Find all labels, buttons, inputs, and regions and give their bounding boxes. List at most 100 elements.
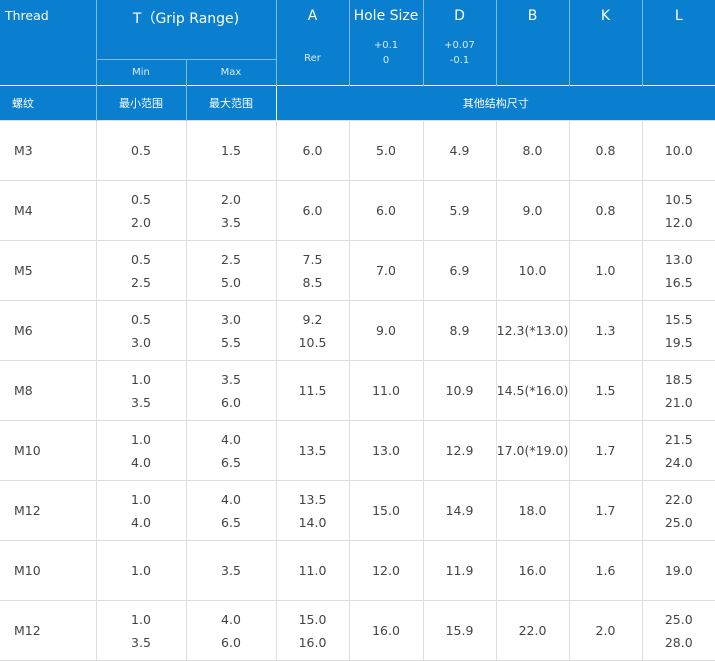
- max-cell-value: 3.0: [187, 308, 276, 331]
- min-cell: 1.0: [96, 541, 186, 601]
- d-cell: 14.9: [423, 481, 496, 541]
- a-cell-value: 6.0: [277, 199, 349, 222]
- max-cell: 3.5: [186, 541, 276, 601]
- header-b: B: [496, 0, 569, 86]
- b-cell: 18.0: [496, 481, 569, 541]
- l-cell-value: 10.0: [643, 139, 715, 162]
- min-cell-value: 4.0: [97, 451, 186, 474]
- thread-cell: M8: [0, 361, 96, 421]
- thread-cell: M6: [0, 301, 96, 361]
- header-grip-range: T（Grip Range): [96, 0, 276, 60]
- header-hole-size: Hole Size +0.1 0: [349, 0, 423, 86]
- l-cell-value: 15.5: [643, 308, 715, 331]
- b-cell: 8.0: [496, 121, 569, 181]
- min-cell-value: 3.5: [97, 631, 186, 654]
- a-cell: 6.0: [276, 181, 349, 241]
- min-cell: 0.5: [96, 121, 186, 181]
- header-other-cn: 其他结构尺寸: [276, 86, 715, 121]
- thread-cell: M12: [0, 601, 96, 661]
- max-cell-value: 4.0: [187, 428, 276, 451]
- a-cell-value: 6.0: [277, 139, 349, 162]
- l-cell-value: 22.0: [643, 488, 715, 511]
- thread-cell: M10: [0, 541, 96, 601]
- l-cell-value: 25.0: [643, 608, 715, 631]
- max-cell-value: 3.5: [187, 211, 276, 234]
- b-cell: 17.0(*19.0): [496, 421, 569, 481]
- max-cell-value: 1.5: [187, 139, 276, 162]
- header-a-label: A: [308, 8, 318, 24]
- a-cell-value: 15.0: [277, 608, 349, 631]
- a-cell-value: 11.5: [277, 379, 349, 402]
- l-cell-value: 19.5: [643, 331, 715, 354]
- l-cell-value: 10.5: [643, 188, 715, 211]
- a-cell-value: 10.5: [277, 331, 349, 354]
- hole-size-cell: 12.0: [349, 541, 423, 601]
- hole-size-cell: 5.0: [349, 121, 423, 181]
- max-cell-value: 5.0: [187, 271, 276, 294]
- k-cell: 1.7: [569, 421, 642, 481]
- hole-size-cell: 7.0: [349, 241, 423, 301]
- d-cell: 10.9: [423, 361, 496, 421]
- d-cell: 6.9: [423, 241, 496, 301]
- k-cell: 0.8: [569, 181, 642, 241]
- d-cell: 15.9: [423, 601, 496, 661]
- header-min-cn: 最小范围: [96, 86, 186, 121]
- header-l: L: [642, 0, 715, 86]
- max-cell-value: 4.0: [187, 488, 276, 511]
- a-cell-value: 11.0: [277, 559, 349, 582]
- min-cell-value: 1.0: [97, 368, 186, 391]
- max-cell-value: 2.0: [187, 188, 276, 211]
- max-cell: 1.5: [186, 121, 276, 181]
- k-cell: 1.0: [569, 241, 642, 301]
- max-cell-value: 6.0: [187, 631, 276, 654]
- max-cell-value: 6.5: [187, 451, 276, 474]
- min-cell-value: 2.5: [97, 271, 186, 294]
- l-cell-value: 19.0: [643, 559, 715, 582]
- min-cell-value: 4.0: [97, 511, 186, 534]
- a-cell: 13.5: [276, 421, 349, 481]
- l-cell-value: 21.0: [643, 391, 715, 414]
- thread-cell: M3: [0, 121, 96, 181]
- header-thread-cn: 螺纹: [0, 86, 96, 121]
- max-cell-value: 4.0: [187, 608, 276, 631]
- l-cell-value: 18.5: [643, 368, 715, 391]
- max-cell-value: 3.5: [187, 368, 276, 391]
- d-cell: 11.9: [423, 541, 496, 601]
- min-cell-value: 1.0: [97, 559, 186, 582]
- header-d-label: D: [454, 8, 465, 24]
- a-cell: 6.0: [276, 121, 349, 181]
- hole-size-cell: 6.0: [349, 181, 423, 241]
- header-max-cn: 最大范围: [186, 86, 276, 121]
- d-cell: 4.9: [423, 121, 496, 181]
- d-tol-minus: -0.1: [424, 53, 496, 68]
- a-cell-value: 14.0: [277, 511, 349, 534]
- header-max: Max: [186, 60, 276, 86]
- l-cell: 10.0: [642, 121, 715, 181]
- b-cell: 16.0: [496, 541, 569, 601]
- max-cell-value: 5.5: [187, 331, 276, 354]
- a-cell-value: 7.5: [277, 248, 349, 271]
- min-cell-value: 0.5: [97, 248, 186, 271]
- l-cell: 19.0: [642, 541, 715, 601]
